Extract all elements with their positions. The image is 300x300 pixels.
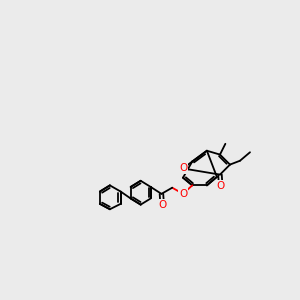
Text: O: O (217, 181, 225, 191)
Text: O: O (179, 189, 187, 199)
Text: O: O (179, 164, 187, 173)
Text: O: O (158, 200, 166, 210)
